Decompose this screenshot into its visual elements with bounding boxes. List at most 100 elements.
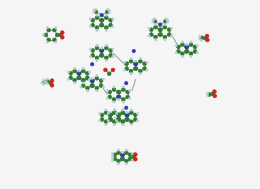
Circle shape: [91, 53, 95, 57]
Circle shape: [67, 78, 70, 80]
Circle shape: [41, 82, 43, 84]
Circle shape: [117, 118, 121, 121]
Circle shape: [203, 36, 207, 40]
Circle shape: [116, 151, 120, 155]
Circle shape: [105, 29, 107, 31]
Circle shape: [196, 44, 198, 47]
Circle shape: [117, 118, 121, 121]
Circle shape: [159, 23, 162, 26]
Circle shape: [53, 28, 56, 32]
Circle shape: [55, 33, 59, 37]
Circle shape: [190, 55, 192, 57]
Circle shape: [116, 159, 120, 163]
Circle shape: [133, 118, 137, 121]
Circle shape: [108, 90, 112, 94]
Circle shape: [193, 45, 197, 49]
Circle shape: [164, 19, 167, 23]
Circle shape: [103, 68, 107, 72]
Circle shape: [112, 157, 114, 159]
Circle shape: [100, 113, 104, 117]
Circle shape: [74, 67, 76, 70]
Circle shape: [42, 83, 45, 85]
Circle shape: [198, 37, 201, 40]
Circle shape: [80, 78, 82, 81]
Circle shape: [53, 38, 56, 42]
Circle shape: [100, 118, 104, 121]
Circle shape: [59, 33, 62, 37]
Circle shape: [130, 57, 132, 60]
Circle shape: [121, 98, 125, 101]
Circle shape: [74, 82, 76, 84]
Circle shape: [125, 118, 129, 121]
Circle shape: [93, 9, 95, 12]
Circle shape: [159, 28, 162, 32]
Circle shape: [107, 120, 109, 122]
Circle shape: [108, 113, 112, 117]
Circle shape: [112, 88, 116, 91]
Circle shape: [139, 57, 141, 60]
Circle shape: [113, 157, 117, 161]
Circle shape: [148, 35, 150, 37]
Circle shape: [134, 60, 137, 62]
Circle shape: [115, 120, 118, 122]
Circle shape: [113, 123, 116, 125]
Circle shape: [113, 120, 116, 124]
Circle shape: [102, 78, 105, 81]
Circle shape: [89, 48, 92, 50]
Circle shape: [86, 86, 89, 90]
Circle shape: [205, 38, 209, 42]
Circle shape: [181, 55, 184, 57]
Circle shape: [129, 97, 131, 99]
Circle shape: [105, 56, 108, 60]
Circle shape: [180, 43, 184, 46]
Circle shape: [113, 109, 116, 111]
Circle shape: [99, 84, 103, 88]
Circle shape: [107, 8, 109, 11]
Circle shape: [121, 88, 125, 91]
Circle shape: [128, 120, 130, 122]
Circle shape: [77, 72, 81, 75]
Circle shape: [125, 151, 128, 155]
Circle shape: [91, 18, 95, 22]
Circle shape: [177, 45, 180, 49]
Circle shape: [120, 120, 122, 122]
Circle shape: [91, 79, 94, 83]
Circle shape: [49, 81, 52, 85]
Circle shape: [85, 71, 89, 75]
Circle shape: [113, 111, 116, 115]
Circle shape: [129, 120, 133, 124]
Circle shape: [112, 25, 114, 28]
Circle shape: [154, 23, 157, 26]
Circle shape: [77, 71, 81, 75]
Circle shape: [96, 14, 98, 16]
Circle shape: [125, 163, 127, 165]
Circle shape: [121, 153, 124, 157]
Circle shape: [95, 26, 99, 29]
Circle shape: [46, 41, 49, 43]
Circle shape: [69, 76, 73, 80]
Circle shape: [108, 95, 112, 99]
Circle shape: [88, 78, 91, 80]
Circle shape: [164, 39, 166, 41]
Circle shape: [126, 95, 129, 99]
Circle shape: [163, 35, 167, 39]
Circle shape: [109, 118, 113, 121]
Circle shape: [163, 25, 167, 29]
Circle shape: [125, 113, 128, 117]
Circle shape: [136, 112, 139, 115]
Circle shape: [121, 111, 125, 115]
Circle shape: [154, 35, 158, 39]
Circle shape: [213, 94, 217, 98]
Circle shape: [90, 79, 94, 83]
Circle shape: [117, 95, 120, 98]
Circle shape: [105, 109, 107, 111]
Circle shape: [55, 27, 57, 29]
Circle shape: [96, 90, 98, 92]
Circle shape: [200, 39, 203, 41]
Circle shape: [181, 41, 184, 43]
Circle shape: [117, 95, 121, 99]
Circle shape: [100, 13, 103, 17]
Circle shape: [133, 113, 137, 117]
Circle shape: [104, 120, 108, 124]
Circle shape: [73, 69, 76, 73]
